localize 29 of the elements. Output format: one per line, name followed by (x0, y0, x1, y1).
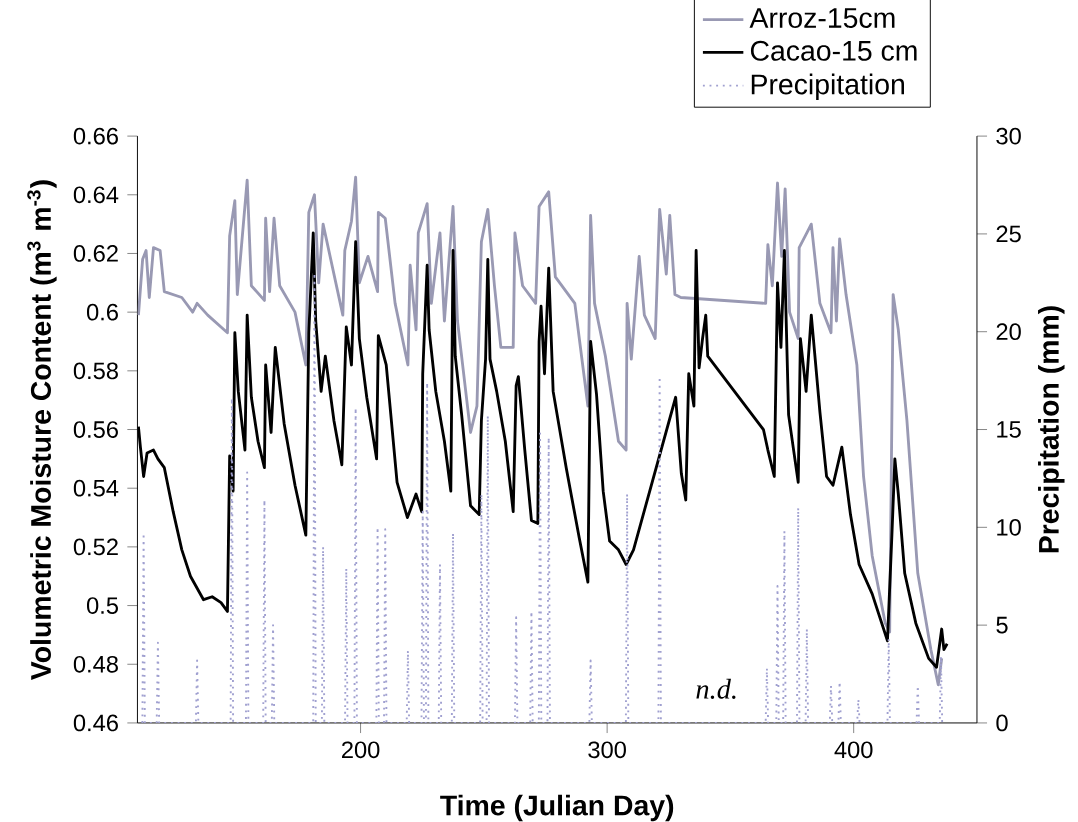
x-tick-label: 300 (588, 741, 626, 759)
y-axis-title: Volumetric Moisture Content (m$^{3}$ m$^{-3}$) (27, 180, 57, 680)
y2-tick-label: 5 (996, 616, 1008, 634)
x-axis-title: Time (Julian Day) (440, 794, 674, 822)
legend-label: Precipitation (751, 73, 904, 101)
y2-tick-label: 15 (997, 421, 1021, 438)
y-tick-label: 0.66 (73, 127, 118, 145)
y-tick-label: 0.48 (73, 655, 118, 673)
y-tick-label: 0.46 (73, 714, 118, 732)
y-tick-label: 0.52 (73, 538, 118, 556)
y2-tick-label: 30 (996, 127, 1021, 145)
legend-label: Cacao-15 cm (750, 40, 917, 61)
x-tick-label: 200 (342, 741, 380, 759)
annotation: n.d. (696, 678, 736, 699)
x-tick-label: 400 (834, 741, 873, 759)
y-tick-label: 0.58 (73, 362, 118, 380)
y2-tick-label: 0 (996, 714, 1008, 732)
y2-axis-title: Precipitation (mm) (1038, 306, 1065, 553)
y2-tick-label: 20 (996, 323, 1021, 341)
y-tick-label: 0.56 (73, 421, 118, 438)
legend-label: Arroz-15cm (749, 8, 895, 28)
y2-tick-label: 25 (996, 225, 1021, 243)
y-tick-label: 0.64 (73, 186, 119, 204)
y-tick-label: 0.54 (73, 479, 119, 497)
y-tick-label: 0.5 (86, 597, 118, 614)
y2-tick-label: 10 (997, 518, 1021, 536)
y-tick-label: 0.62 (73, 245, 118, 262)
y-tick-label: 0.6 (86, 303, 118, 321)
line-series (141, 272, 944, 723)
